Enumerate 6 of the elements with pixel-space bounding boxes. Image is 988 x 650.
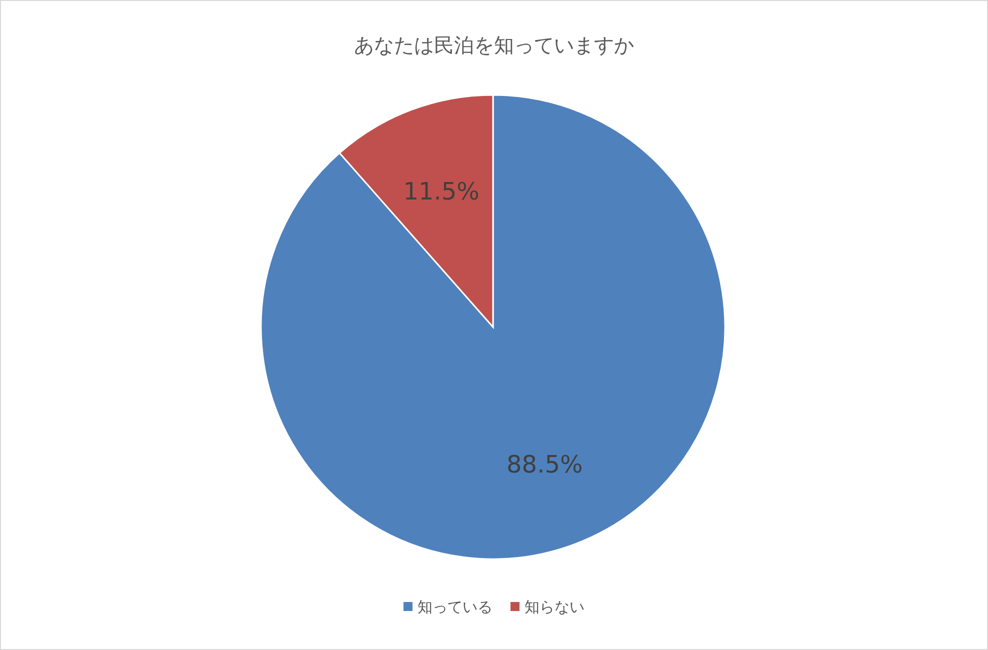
chart-title: あなたは民泊を知っていますか [354, 33, 634, 57]
legend-label: 知らない [524, 598, 584, 616]
data-label: 11.5% [403, 177, 480, 206]
data-label: 88.5% [506, 450, 583, 479]
legend-label: 知っている [418, 598, 492, 616]
pie-slice [260, 94, 726, 560]
